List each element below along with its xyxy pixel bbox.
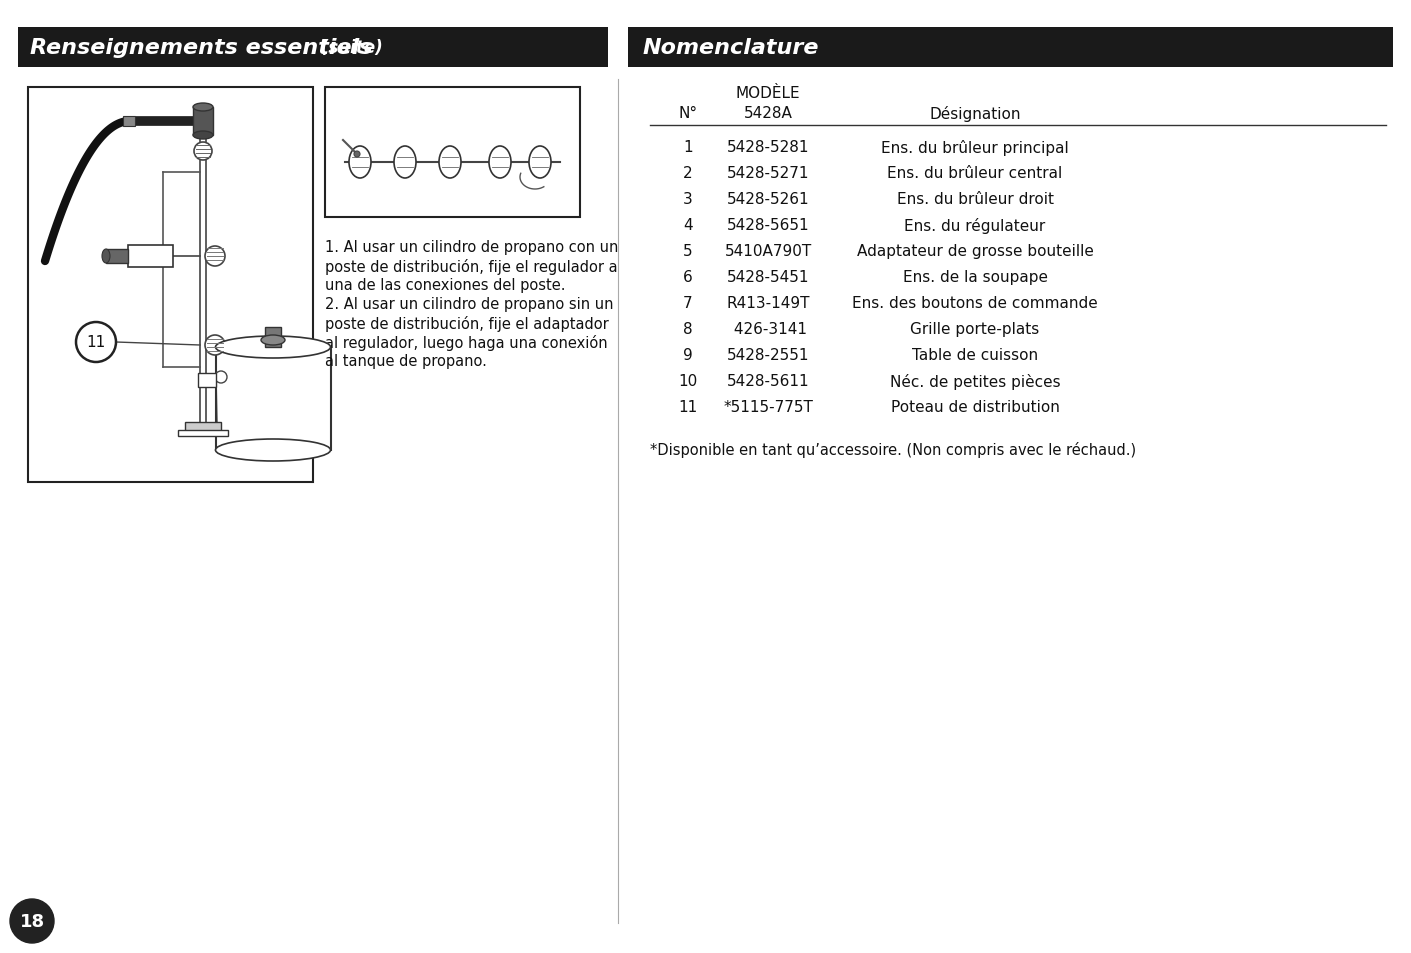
Text: Ens. du brûleur central: Ens. du brûleur central: [888, 166, 1062, 181]
Ellipse shape: [261, 335, 285, 346]
Text: 7: 7: [683, 295, 693, 311]
Ellipse shape: [394, 147, 416, 179]
Text: 6: 6: [683, 270, 693, 285]
Text: 5428A: 5428A: [744, 106, 793, 121]
Text: 426-3141: 426-3141: [729, 322, 807, 336]
Ellipse shape: [439, 147, 461, 179]
Text: 5428-5611: 5428-5611: [727, 374, 810, 389]
Text: MODÈLE: MODÈLE: [735, 86, 800, 101]
Bar: [185, 422, 222, 433]
Text: Ens. de la soupape: Ens. de la soupape: [903, 270, 1047, 285]
Text: 11: 11: [86, 335, 106, 350]
Ellipse shape: [193, 104, 213, 112]
Ellipse shape: [529, 147, 552, 179]
Text: 4: 4: [683, 218, 693, 233]
Text: 5428-5281: 5428-5281: [727, 140, 810, 154]
Bar: [128, 246, 174, 268]
Text: 8: 8: [683, 322, 693, 336]
Text: al regulador, luego haga una conexión: al regulador, luego haga una conexión: [325, 335, 608, 351]
Text: 5428-2551: 5428-2551: [727, 348, 810, 363]
Text: al tanque de propano.: al tanque de propano.: [325, 354, 487, 369]
Bar: [216, 348, 332, 451]
Ellipse shape: [193, 132, 213, 140]
Text: 11: 11: [679, 399, 697, 415]
Text: Adaptateur de grosse bouteille: Adaptateur de grosse bouteille: [856, 244, 1094, 258]
Bar: [123, 117, 135, 127]
Ellipse shape: [10, 899, 54, 943]
Ellipse shape: [205, 247, 224, 267]
Text: poste de distribución, fije el adaptador: poste de distribución, fije el adaptador: [325, 315, 608, 332]
Bar: [628, 28, 1393, 68]
Text: una de las conexiones del poste.: una de las conexiones del poste.: [325, 277, 566, 293]
Bar: [178, 431, 229, 436]
Ellipse shape: [490, 147, 511, 179]
Bar: [325, 88, 580, 218]
Text: (suite): (suite): [315, 39, 382, 57]
Text: 10: 10: [679, 374, 697, 389]
Text: *Disponible en tant qu’accessoire. (Non compris avec le réchaud.): *Disponible en tant qu’accessoire. (Non …: [650, 441, 1136, 457]
Text: R413-149T: R413-149T: [727, 295, 810, 311]
Text: 18: 18: [20, 912, 45, 930]
Text: Néc. de petites pièces: Néc. de petites pièces: [890, 374, 1060, 390]
Ellipse shape: [354, 152, 360, 158]
Text: Poteau de distribution: Poteau de distribution: [890, 399, 1060, 415]
Text: Ens. des boutons de commande: Ens. des boutons de commande: [852, 295, 1098, 311]
Text: 3: 3: [683, 192, 693, 207]
Text: Table de cuisson: Table de cuisson: [912, 348, 1038, 363]
Text: 5428-5271: 5428-5271: [727, 166, 810, 181]
Text: Renseignements essentiels: Renseignements essentiels: [30, 38, 373, 58]
Ellipse shape: [349, 147, 371, 179]
Text: 2. Al usar un cilindro de propano sin un: 2. Al usar un cilindro de propano sin un: [325, 296, 614, 312]
Text: 9: 9: [683, 348, 693, 363]
Text: Grille porte-plats: Grille porte-plats: [910, 322, 1040, 336]
Bar: [106, 250, 128, 264]
Text: 5428-5651: 5428-5651: [727, 218, 810, 233]
Text: Nomenclature: Nomenclature: [643, 38, 820, 58]
Text: Désignation: Désignation: [930, 106, 1020, 122]
Text: N°: N°: [679, 106, 697, 121]
Text: Ens. du brûleur droit: Ens. du brûleur droit: [896, 192, 1054, 207]
Text: Ens. du brûleur principal: Ens. du brûleur principal: [880, 140, 1070, 156]
Text: poste de distribución, fije el regulador a: poste de distribución, fije el regulador…: [325, 258, 618, 274]
Text: 2: 2: [683, 166, 693, 181]
Ellipse shape: [214, 372, 227, 384]
Text: 5410A790T: 5410A790T: [724, 244, 811, 258]
Text: 1: 1: [683, 140, 693, 154]
Text: Ens. du régulateur: Ens. du régulateur: [904, 218, 1046, 233]
Bar: [28, 88, 313, 482]
Ellipse shape: [193, 143, 212, 161]
Text: 5: 5: [683, 244, 693, 258]
Ellipse shape: [76, 323, 116, 363]
Bar: [18, 28, 608, 68]
Ellipse shape: [205, 335, 224, 355]
Text: 5428-5261: 5428-5261: [727, 192, 810, 207]
Ellipse shape: [102, 250, 110, 264]
Text: 5428-5451: 5428-5451: [727, 270, 810, 285]
Ellipse shape: [216, 336, 330, 358]
Ellipse shape: [216, 439, 330, 461]
Bar: [265, 328, 281, 348]
Text: *5115-775T: *5115-775T: [722, 399, 813, 415]
Bar: [193, 108, 213, 136]
Text: 1. Al usar un cilindro de propano con un: 1. Al usar un cilindro de propano con un: [325, 240, 618, 254]
Bar: [198, 374, 216, 388]
